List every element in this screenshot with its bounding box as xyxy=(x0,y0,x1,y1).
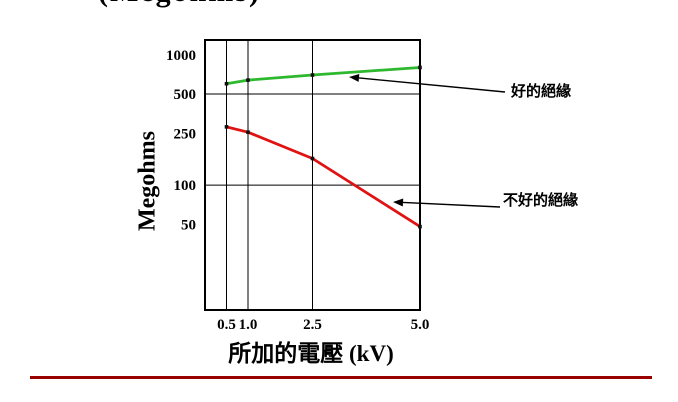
annotation-arrow-line xyxy=(402,201,501,208)
series-line-0 xyxy=(225,66,422,86)
annotation-arrowhead xyxy=(393,198,404,207)
cropped-title-fragment: (Megohms) xyxy=(98,0,293,9)
plot-border xyxy=(204,39,421,311)
y-tick-label: 1000 xyxy=(166,48,196,64)
data-point-marker xyxy=(418,224,422,229)
data-point-marker xyxy=(224,125,229,129)
annotation-bad-insulation: 不好的絕緣 xyxy=(503,193,579,209)
cropped-title-text: (Megohms) xyxy=(98,0,293,7)
y-tick-label: 100 xyxy=(174,178,197,194)
x-axis-label: 所加的電壓 (kV) xyxy=(228,341,394,366)
data-point-marker xyxy=(310,73,315,77)
y-tick-label: 500 xyxy=(174,87,197,103)
annotation-arrow-line xyxy=(358,77,506,93)
annotation-arrowhead xyxy=(349,74,360,82)
x-tick-label: 5.0 xyxy=(411,317,430,333)
data-point-marker xyxy=(246,130,250,134)
y-axis-label: Megohms xyxy=(134,131,161,231)
x-tick-label: 0.5 xyxy=(217,317,236,333)
data-point-marker xyxy=(310,156,315,161)
data-point-marker xyxy=(224,81,229,86)
series-line-1 xyxy=(225,125,422,229)
bottom-divider-rule xyxy=(30,376,652,379)
x-tick-label: 1.0 xyxy=(239,317,258,333)
data-point-marker xyxy=(246,78,250,82)
annotation-good-insulation: 好的絕緣 xyxy=(511,84,572,100)
x-tick-label: 2.5 xyxy=(303,317,322,333)
y-tick-label: 250 xyxy=(174,126,197,142)
data-point-marker xyxy=(418,65,422,70)
y-tick-label: 50 xyxy=(181,217,196,233)
